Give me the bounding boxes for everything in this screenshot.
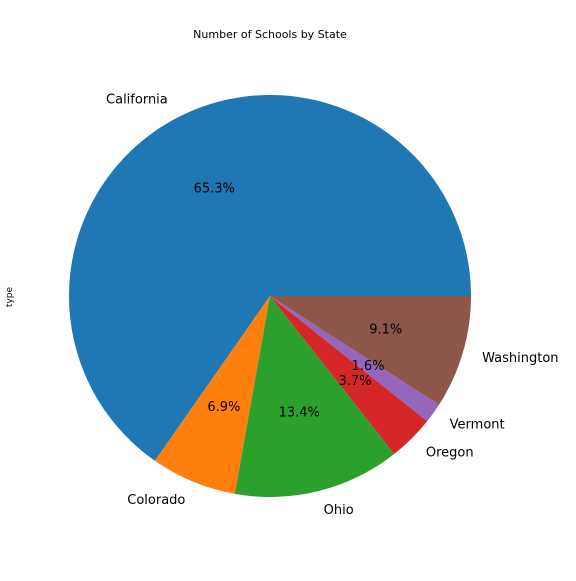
pie-value-california: 65.3% — [194, 182, 235, 197]
chart-title: Number of Schools by State — [193, 28, 347, 41]
y-axis-label: type — [5, 286, 15, 307]
pie-slice-california — [68, 94, 472, 461]
pie-label-vermont: Vermont — [450, 417, 505, 432]
pie-value-oregon: 3.7% — [338, 374, 371, 389]
pie-slices — [68, 94, 472, 498]
pie-value-washington: 9.1% — [369, 323, 402, 338]
pie-slice-colorado — [154, 296, 270, 494]
pie-slice-oregon — [270, 296, 428, 455]
pie-label-california: California — [106, 92, 168, 107]
pie-value-colorado: 6.9% — [207, 400, 240, 415]
pie-slice-ohio — [234, 296, 395, 498]
pie-slice-washington — [270, 296, 471, 405]
pie-labels: California 65.3% Colorado 6.9% Ohio 13.4% Oreg… — [106, 92, 558, 518]
pie-label-washington: Washington — [482, 351, 558, 366]
pie-slice-vermont — [270, 296, 440, 422]
pie-value-vermont: 1.6% — [351, 359, 384, 374]
pie-value-ohio: 13.4% — [279, 405, 320, 420]
pie-label-oregon: Oregon — [426, 445, 474, 460]
pie-label-colorado: Colorado — [127, 493, 185, 508]
pie-label-ohio: Ohio — [324, 503, 354, 518]
